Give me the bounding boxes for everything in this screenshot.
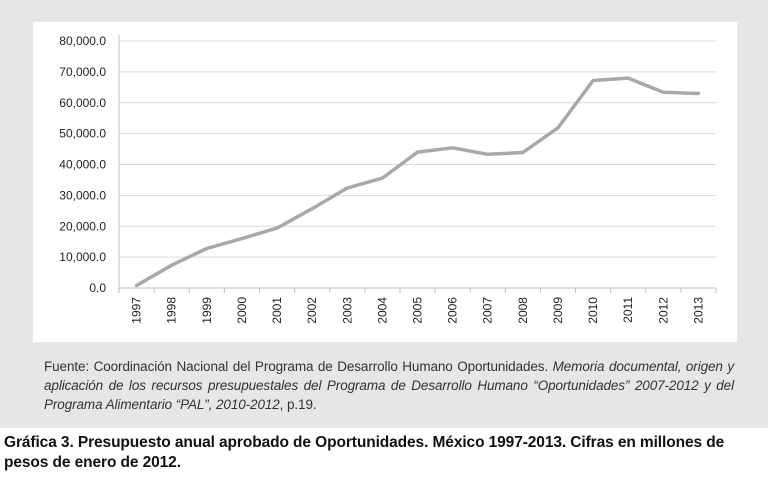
x-tick-label: 2006: [446, 297, 460, 324]
x-tick-label: 2009: [551, 297, 565, 324]
figure-panel: 0.0 10,000.0 20,000.0 30,000.0 40,000.0 50,00…: [0, 0, 768, 428]
y-tick-label: 70,000.0: [59, 65, 106, 79]
figure-caption: Gráfica 3. Presupuesto anual aprobado de…: [4, 434, 725, 471]
source-note-italic: Memoria documental, origen y aplicación …: [44, 359, 734, 412]
source-note: Fuente: Coordinación Nacional del Progra…: [44, 357, 734, 414]
y-tick-label: 10,000.0: [59, 250, 106, 264]
x-tick-label: 2007: [481, 297, 495, 324]
x-tick-label: 2003: [340, 297, 354, 324]
chart-area: 0.0 10,000.0 20,000.0 30,000.0 40,000.0 50,00…: [33, 22, 737, 342]
x-tick-label: 1997: [130, 297, 144, 324]
x-tick-label: 1998: [165, 297, 179, 324]
series-line: [134, 76, 701, 288]
line-chart: 0.0 10,000.0 20,000.0 30,000.0 40,000.0 50,00…: [59, 34, 717, 324]
x-tick-label: 2001: [270, 297, 284, 324]
source-note-suffix: , p.19.: [279, 397, 317, 412]
x-tick-label: 2002: [305, 297, 319, 324]
y-tick-label: 30,000.0: [59, 188, 106, 202]
y-tick-label: 0.0: [89, 281, 106, 295]
y-tick-label: 50,000.0: [59, 127, 106, 141]
x-tick-label: 2000: [235, 297, 249, 324]
x-tick-label: 1999: [200, 297, 214, 324]
x-axis: 1997 1998 1999 2000 2001 2002 2003 2004 2005 2006…: [118, 287, 717, 324]
gridlines: [119, 40, 716, 258]
x-tick-label: 2008: [516, 297, 530, 324]
x-tick-label: 2004: [375, 297, 389, 324]
series-layer: [134, 76, 701, 288]
source-note-regular: Fuente: Coordinación Nacional del Progra…: [44, 359, 553, 374]
x-tick-label: 2011: [621, 297, 635, 323]
y-tick-label: 80,000.0: [59, 34, 106, 48]
y-tick-label: 60,000.0: [59, 96, 106, 110]
x-tick-label: 2005: [411, 297, 425, 324]
x-tick-label: 2012: [656, 297, 670, 324]
y-tick-label: 40,000.0: [59, 158, 106, 172]
x-tick-label: 2013: [691, 297, 705, 324]
y-tick-label: 20,000.0: [59, 219, 106, 233]
y-axis: 0.0 10,000.0 20,000.0 30,000.0 40,000.0 50,00…: [59, 34, 120, 295]
x-tick-label: 2010: [586, 297, 600, 324]
